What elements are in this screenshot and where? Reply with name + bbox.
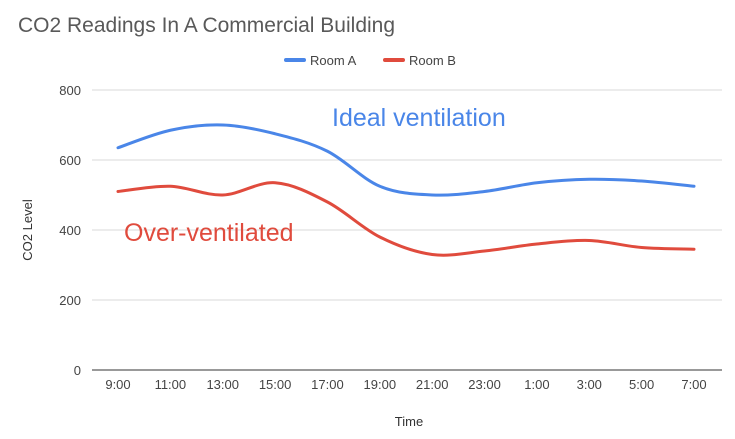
x-tick-label-9-00: 9:00 — [105, 377, 130, 392]
legend-label-room-a: Room A — [310, 53, 357, 68]
x-axis-label: Time — [395, 414, 423, 429]
x-axis-ticks: 9:00 11:00 13:00 15:00 17:00 19:00 21:00 23:00 1… — [105, 377, 706, 392]
x-tick-label-13-00: 13:00 — [206, 377, 239, 392]
legend-label-room-b: Room B — [409, 53, 456, 68]
x-tick-label-11-00: 11:00 — [155, 377, 187, 392]
y-axis-ticks: 0 200 400 600 800 — [59, 83, 81, 378]
x-tick-label-3-00: 3:00 — [577, 377, 602, 392]
x-tick-label-23-00: 23:00 — [468, 377, 501, 392]
y-tick-label-600: 600 — [59, 153, 81, 168]
x-tick-label-5-00: 5:00 — [629, 377, 654, 392]
chart-title: CO2 Readings In A Commercial Building — [18, 14, 395, 37]
x-tick-label-21-00: 21:00 — [416, 377, 449, 392]
gridlines — [92, 89, 722, 371]
y-axis-label: CO2 Level — [20, 199, 35, 261]
x-tick-label-1-00: 1:00 — [524, 377, 549, 392]
series-line-room-a — [116, 123, 696, 197]
annotation-over-ventilated: Over-ventilated — [124, 219, 294, 247]
x-tick-label-17-00: 17:00 — [311, 377, 344, 392]
x-tick-label-7-00: 7:00 — [681, 377, 706, 392]
series-lines — [116, 123, 696, 257]
y-tick-label-400: 400 — [59, 223, 81, 238]
annotation-ideal-ventilation: Ideal ventilation — [332, 104, 506, 132]
x-tick-label-19-00: 19:00 — [364, 377, 397, 392]
legend: Room A Room B — [284, 53, 456, 68]
y-tick-label-0: 0 — [74, 363, 81, 378]
series-line-room-b — [116, 181, 696, 257]
y-tick-label-200: 200 — [59, 293, 81, 308]
y-tick-label-800: 800 — [59, 83, 81, 98]
x-tick-label-15-00: 15:00 — [259, 377, 292, 392]
